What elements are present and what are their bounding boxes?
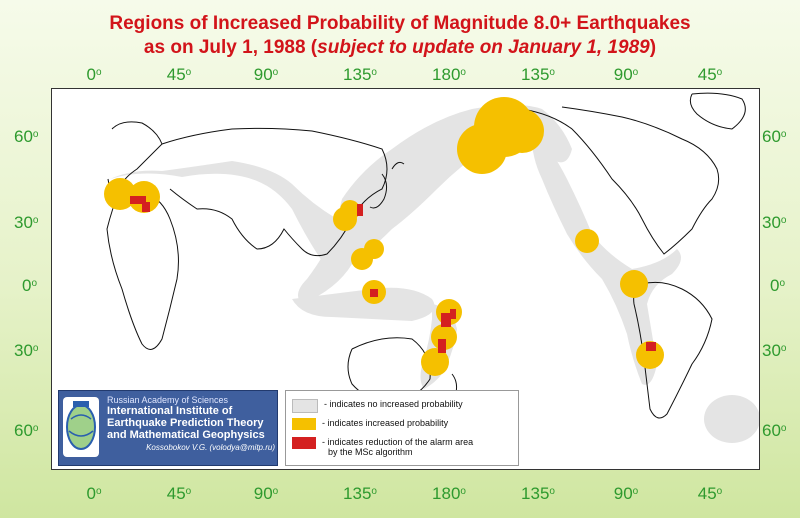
author-credit: Kossobokov V.G. (volodya@mitp.ru) <box>146 443 275 452</box>
alarm-circle-nz <box>421 348 449 376</box>
bottom-lon-label: 0o <box>86 484 102 503</box>
top-lon-label: 45o <box>697 65 723 84</box>
reduction-mark-png <box>370 289 378 297</box>
academy-label: Russian Academy of Sciences <box>107 395 229 405</box>
alarm-circle-philippines-b <box>364 239 384 259</box>
alarm-circle-ecuador <box>620 270 648 298</box>
top-lon-label: 135o <box>521 65 555 84</box>
alarm-circle-mexico <box>575 229 599 253</box>
asia-coast <box>161 127 388 257</box>
right-lat-label: 60o <box>762 421 787 440</box>
reduction-mark-aegean <box>130 196 146 204</box>
institute-name-line1: International Institute of <box>107 405 233 417</box>
reduction-mark-japan <box>357 204 363 216</box>
greenland-coast <box>689 92 746 130</box>
alarm-circle-chile <box>636 341 664 369</box>
north-america-coast <box>521 106 720 255</box>
legend-item-increased: - indicates increased probability <box>292 418 448 430</box>
left-lat-label: 30o <box>14 213 39 232</box>
japan-islands <box>369 161 405 209</box>
reduction-mark-tonga-a <box>441 313 451 327</box>
world-map-svg <box>104 92 759 443</box>
top-lon-label: 180o <box>432 65 466 84</box>
institute-name-line2: Earthquake Prediction Theory <box>107 417 264 429</box>
reduction-mark-chile <box>646 342 656 351</box>
alarm-circle-kermadec <box>431 324 457 350</box>
title-line-2: as on July 1, 1988 (subject to update on… <box>143 37 657 58</box>
alpine-himalayan-belt <box>110 161 352 268</box>
bottom-lon-label: 45o <box>166 484 192 503</box>
institute-text: Russian Academy of Sciences Internationa… <box>107 395 275 452</box>
right-lat-label: 0o <box>770 276 786 295</box>
top-lon-label: 90o <box>253 65 279 84</box>
legend-item-reduction: - indicates reduction of the alarm area … <box>292 437 473 457</box>
alarm-circle-japan-b <box>340 200 360 220</box>
map-title: Regions of Increased Probability of Magn… <box>0 12 800 60</box>
bottom-lon-label: 180o <box>432 484 466 503</box>
top-lon-label: 135o <box>343 65 377 84</box>
reduction-regions <box>130 196 656 353</box>
left-lat-label: 60o <box>14 421 39 440</box>
antarctic-grey-blob <box>704 395 759 443</box>
reduction-mark-tonga-b <box>450 309 456 319</box>
bottom-lon-label: 45o <box>697 484 723 503</box>
map-legend: - indicates no increased probability - i… <box>285 390 519 466</box>
bottom-lon-label: 135o <box>343 484 377 503</box>
increased-regions <box>104 97 664 376</box>
right-lat-label: 30o <box>762 341 787 360</box>
right-lat-label: 60o <box>762 127 787 146</box>
pacific-rim-east <box>531 129 681 385</box>
indonesia-png-belt <box>292 287 435 321</box>
top-lon-label: 45o <box>166 65 192 84</box>
europe-africa-coast <box>106 121 179 350</box>
left-lat-label: 0o <box>22 276 38 295</box>
alarm-circle-mediterranean-w <box>104 178 136 210</box>
bottom-lon-label: 90o <box>253 484 279 503</box>
bottom-lon-label: 135o <box>521 484 555 503</box>
right-lat-label: 30o <box>762 213 787 232</box>
south-america-coast <box>633 281 713 419</box>
reduction-mark-hellenic <box>142 202 150 212</box>
institute-logo <box>63 397 99 457</box>
alarm-circle-aleutians-b <box>500 109 544 153</box>
top-lon-label: 0o <box>86 65 102 84</box>
top-lon-label: 90o <box>613 65 639 84</box>
legend-item-no-increase: - indicates no increased probability <box>292 399 463 413</box>
left-lat-label: 30o <box>14 341 39 360</box>
bottom-lon-label: 90o <box>613 484 639 503</box>
left-lat-label: 60o <box>14 127 39 146</box>
legend-swatch-yellow <box>292 418 316 430</box>
reduction-mark-kermadec <box>438 339 446 353</box>
legend-swatch-red <box>292 437 316 449</box>
globe-logo-icon <box>66 401 96 450</box>
legend-swatch-grey <box>292 399 318 413</box>
institute-box: Russian Academy of Sciences Internationa… <box>58 390 278 466</box>
title-line-1: Regions of Increased Probability of Magn… <box>109 13 691 34</box>
institute-name-line3: and Mathematical Geophysics <box>107 429 265 441</box>
